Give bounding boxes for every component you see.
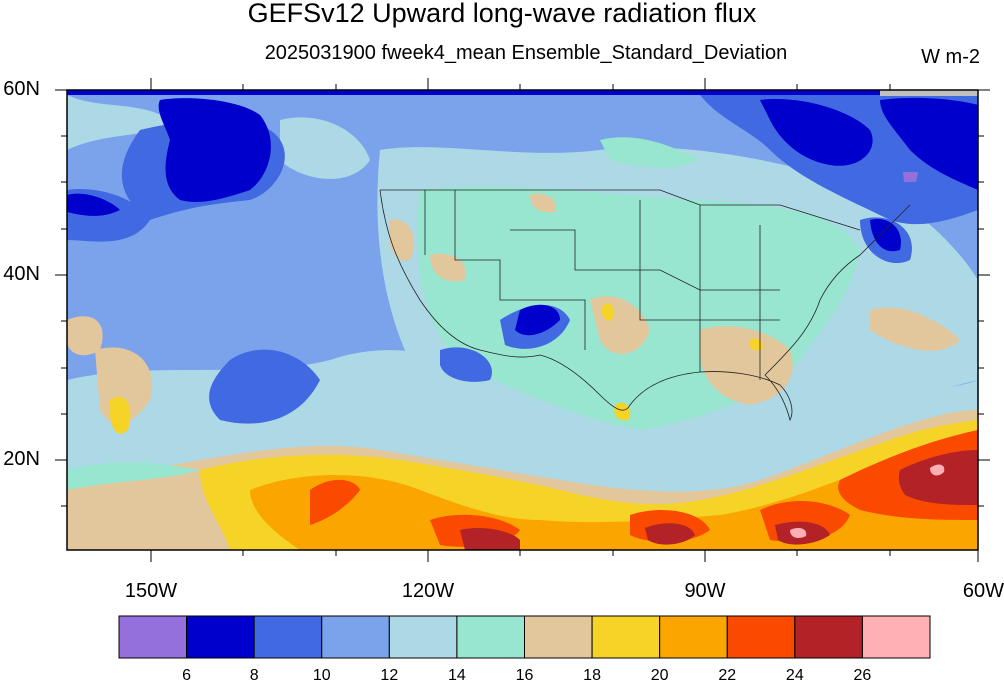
units-label: W m-2: [921, 46, 980, 68]
colorbar-swatch: [861, 615, 931, 659]
colorbar-tick-label: 18: [583, 667, 601, 684]
colorbar-swatch: [321, 615, 390, 659]
lon-label-150w: 150W: [124, 580, 178, 602]
lon-label-90w: 90W: [684, 580, 726, 602]
lon-label-60w: 60W: [962, 580, 1004, 602]
map-frame: [66, 89, 979, 551]
colorbar-tick-label: 16: [515, 667, 534, 684]
colorbar-tick-label: 10: [312, 667, 331, 684]
colorbar-swatch: [456, 615, 525, 659]
colorbar-swatch: [253, 615, 323, 659]
colorbar-tick-label: 24: [785, 667, 804, 684]
lon-label-120w: 120W: [401, 580, 455, 602]
lat-label-20n: 20N: [3, 448, 40, 470]
colorbar-swatch: [186, 615, 255, 659]
lat-label-60n: 60N: [3, 78, 40, 100]
colorbar-swatch: [388, 615, 458, 659]
colorbar-swatch: [726, 615, 796, 659]
colorbar-swatch: [591, 615, 661, 659]
colorbar-tick-label: 6: [182, 667, 192, 684]
colorbar-swatch: [659, 615, 728, 659]
colorbar-tick-label: 14: [448, 667, 466, 684]
map-title: GEFSv12 Upward long-wave radiation flux: [247, 0, 757, 28]
coastlines: [379, 189, 911, 422]
colorbar-tick-label: 22: [718, 667, 737, 684]
colorbar-tick-label: 12: [380, 667, 399, 684]
colorbar-tick-label: 20: [650, 667, 669, 684]
colorbar-tick-label: 8: [249, 667, 259, 684]
colorbar-swatch: [118, 615, 188, 659]
colorbar: [118, 615, 931, 659]
axis-ticks: [55, 78, 990, 562]
colorbar-tick-label: 26: [853, 667, 872, 684]
lat-label-40n: 40N: [3, 263, 40, 285]
colorbar-swatch: [794, 615, 863, 659]
contour-field: [67, 90, 978, 550]
map-subtitle: 2025031900 fweek4_mean Ensemble_Standard…: [264, 42, 788, 64]
colorbar-swatch: [524, 615, 593, 659]
